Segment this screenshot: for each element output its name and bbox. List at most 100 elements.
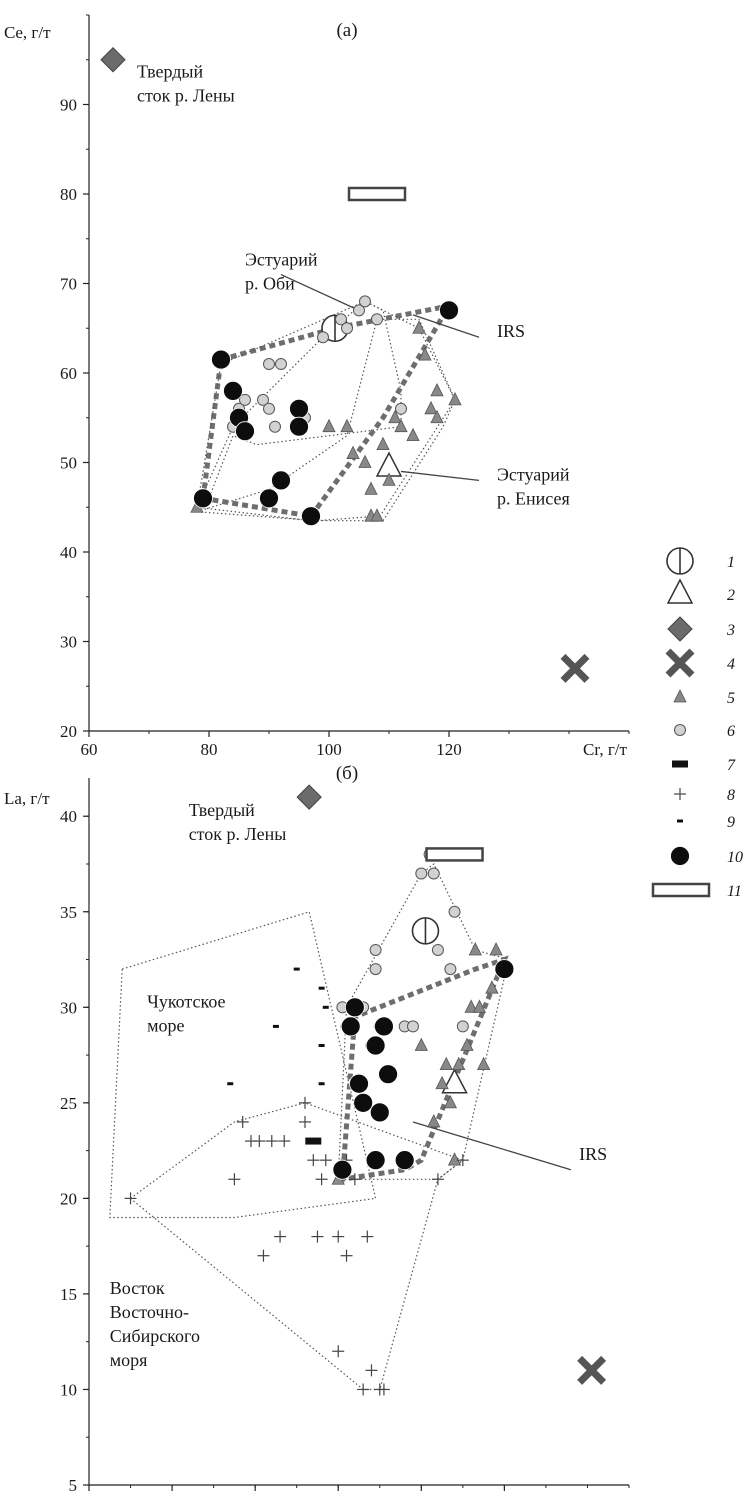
b-y-axis-label: La, г/т xyxy=(4,789,50,808)
a-y-tick-label: 30 xyxy=(60,633,77,652)
b-point-marker-9 xyxy=(318,1082,325,1086)
a-point-marker-5 xyxy=(358,454,372,468)
a-point-marker-6 xyxy=(341,322,353,335)
b-point-marker-9 xyxy=(272,1024,279,1028)
chukotka-region xyxy=(109,911,377,1219)
b-point-marker-10 xyxy=(349,1073,369,1094)
legend-marker-5 xyxy=(673,689,687,703)
a-y-tick-label: 20 xyxy=(60,722,77,741)
a-point-marker-5 xyxy=(382,472,396,486)
a-point-marker-5 xyxy=(406,427,420,442)
b-panel-title: (б) xyxy=(336,763,358,784)
legend-label-6: 6 xyxy=(727,723,735,740)
b-point-marker-8 xyxy=(253,1135,266,1148)
b-annotation: Восток Восточно-Сибирского моря xyxy=(110,1278,200,1370)
b-point-marker-5 xyxy=(435,1075,449,1090)
a-point-marker-10 xyxy=(193,488,213,509)
b-point-marker-10 xyxy=(353,1092,374,1113)
a-point-marker-5 xyxy=(448,391,462,406)
a-point-marker-5 xyxy=(376,436,390,451)
b-annotation: Чукотское море xyxy=(147,991,225,1035)
a-point-marker-6 xyxy=(353,304,365,317)
a-x-tick-label: 120 xyxy=(436,740,462,759)
b-point-marker-11 xyxy=(425,847,484,862)
b-point-marker-10 xyxy=(344,997,365,1018)
b-point-marker-9 xyxy=(318,986,325,990)
b-point-marker-8 xyxy=(236,1115,249,1128)
b-point-marker-8 xyxy=(265,1135,278,1148)
b-point-marker-8 xyxy=(299,1096,311,1109)
a-point-marker-6 xyxy=(263,358,275,371)
a-annotation-leader xyxy=(280,273,360,311)
legend-label-1: 1 xyxy=(727,554,735,571)
a-point-marker-5 xyxy=(394,418,408,433)
b-y-tick-label: 40 xyxy=(60,807,77,826)
b-point-marker-8 xyxy=(340,1249,353,1262)
b-point-marker-7 xyxy=(305,1137,322,1145)
b-annotation-leader xyxy=(412,1121,572,1171)
b-point-marker-5 xyxy=(468,942,482,956)
a-point-marker-5 xyxy=(388,409,402,424)
legend-label-11: 11 xyxy=(727,883,742,900)
b-x-tick-label: 120 xyxy=(492,1494,518,1497)
a-y-tick-label: 40 xyxy=(60,543,77,562)
a-point-marker-10 xyxy=(439,300,459,321)
b-y-tick-label: 25 xyxy=(60,1094,77,1113)
a-point-marker-3 xyxy=(100,47,126,73)
a-point-marker-5 xyxy=(370,508,384,522)
a-point-marker-6 xyxy=(275,358,287,371)
b-point-marker-8 xyxy=(274,1230,287,1243)
b-point-marker-10 xyxy=(365,1150,386,1171)
b-point-marker-10 xyxy=(494,959,515,979)
a-point-marker-10 xyxy=(259,488,279,509)
b-y-tick-label: 35 xyxy=(60,903,77,922)
a-annotation: IRS xyxy=(497,321,525,341)
b-point-marker-8 xyxy=(365,1364,378,1377)
a-y-tick-label: 60 xyxy=(60,364,77,383)
a-point-marker-6 xyxy=(335,313,347,326)
b-point-marker-8 xyxy=(319,1154,332,1167)
a-point-marker-10 xyxy=(271,470,291,491)
a-point-marker-5 xyxy=(418,347,432,361)
legend-label-3: 3 xyxy=(726,622,735,639)
a-annotation: Эстуарий р. Оби xyxy=(245,250,318,294)
legend-marker-3 xyxy=(667,616,693,642)
b-point-marker-5 xyxy=(472,999,487,1013)
legend: 1 2 3 4 5 6 7 8 9 10 11 xyxy=(651,547,743,900)
b-point-marker-5 xyxy=(414,1037,428,1051)
b-point-marker-8 xyxy=(361,1230,374,1243)
b-point-marker-6 xyxy=(369,963,382,976)
a-x-tick-label: 60 xyxy=(81,740,98,759)
a-y-tick-label: 70 xyxy=(60,275,77,294)
b-point-marker-8 xyxy=(348,1173,361,1186)
a-panel-title: (а) xyxy=(336,20,357,41)
b-point-marker-5 xyxy=(476,1056,491,1071)
a-annotation-leader xyxy=(412,314,480,338)
legend-marker-4 xyxy=(665,648,695,678)
b-x-tick-label: 100 xyxy=(409,1494,435,1497)
legend-marker-9 xyxy=(677,819,683,823)
b-y-tick-label: 15 xyxy=(60,1285,77,1304)
legend-label-10: 10 xyxy=(727,849,743,866)
b-point-marker-10 xyxy=(365,1035,386,1056)
a-annotation-leader xyxy=(400,470,480,482)
b-point-marker-10 xyxy=(332,1159,353,1180)
b-point-marker-10 xyxy=(340,1016,361,1037)
b-point-marker-8 xyxy=(311,1230,324,1243)
b-point-marker-5 xyxy=(489,942,503,956)
a-point-marker-10 xyxy=(223,380,243,401)
b-point-marker-10 xyxy=(374,1016,394,1037)
legend-label-4: 4 xyxy=(727,656,735,673)
a-point-marker-10 xyxy=(211,349,231,370)
legend-marker-10 xyxy=(670,846,690,866)
b-y-tick-label: 20 xyxy=(60,1189,77,1208)
east-siberian-region xyxy=(129,1102,465,1391)
b-y-tick-label: 5 xyxy=(69,1476,78,1495)
b-point-marker-10 xyxy=(394,1150,415,1171)
legend-marker-11 xyxy=(651,882,711,898)
b-point-marker-8 xyxy=(332,1230,345,1243)
legend-label-7: 7 xyxy=(727,757,736,774)
b-point-marker-8 xyxy=(278,1135,291,1148)
a-point-marker-10 xyxy=(301,506,321,527)
b-point-marker-5 xyxy=(452,1056,466,1071)
